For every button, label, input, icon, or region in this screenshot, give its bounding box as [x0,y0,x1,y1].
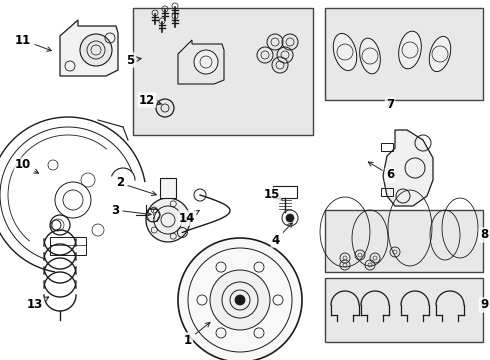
Text: 2: 2 [116,176,156,195]
Text: 5: 5 [126,54,141,67]
Bar [381,143,393,151]
Text: 12: 12 [139,94,161,107]
Text: 6: 6 [368,162,394,181]
Text: 7: 7 [386,99,394,112]
Circle shape [194,50,218,74]
Text: 10: 10 [15,158,39,173]
Polygon shape [429,36,451,72]
Text: 13: 13 [27,297,49,311]
Text: 8: 8 [480,229,488,242]
Text: 1: 1 [184,323,210,346]
Bar [133,8,313,135]
Bar [325,210,483,272]
Circle shape [235,295,245,305]
Text: 9: 9 [480,298,488,311]
Circle shape [286,214,294,222]
Polygon shape [383,130,433,206]
Polygon shape [178,40,224,84]
Text: 15: 15 [264,189,282,202]
Circle shape [210,270,270,330]
Bar [273,186,297,198]
Circle shape [80,34,112,66]
Polygon shape [60,20,118,76]
Text: 14: 14 [179,211,199,225]
Polygon shape [399,31,421,69]
Circle shape [178,238,302,360]
Circle shape [146,198,190,242]
Polygon shape [360,38,380,74]
Polygon shape [333,33,357,71]
Bar [50,237,86,255]
Bar [325,278,483,342]
Text: 11: 11 [15,33,51,51]
Bar [381,188,393,196]
Bar [325,8,483,100]
Text: 3: 3 [111,203,151,216]
Bar [160,178,176,198]
Text: 4: 4 [272,223,293,247]
